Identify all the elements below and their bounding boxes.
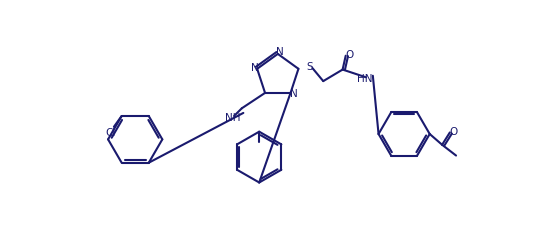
Text: Cl: Cl — [106, 128, 116, 138]
Text: O: O — [450, 128, 458, 137]
Text: HN: HN — [358, 74, 373, 84]
Text: O: O — [346, 50, 354, 60]
Text: N: N — [251, 63, 259, 73]
Text: S: S — [306, 62, 312, 72]
Text: NH: NH — [225, 112, 240, 122]
Text: N: N — [276, 47, 284, 57]
Text: N: N — [290, 89, 297, 99]
